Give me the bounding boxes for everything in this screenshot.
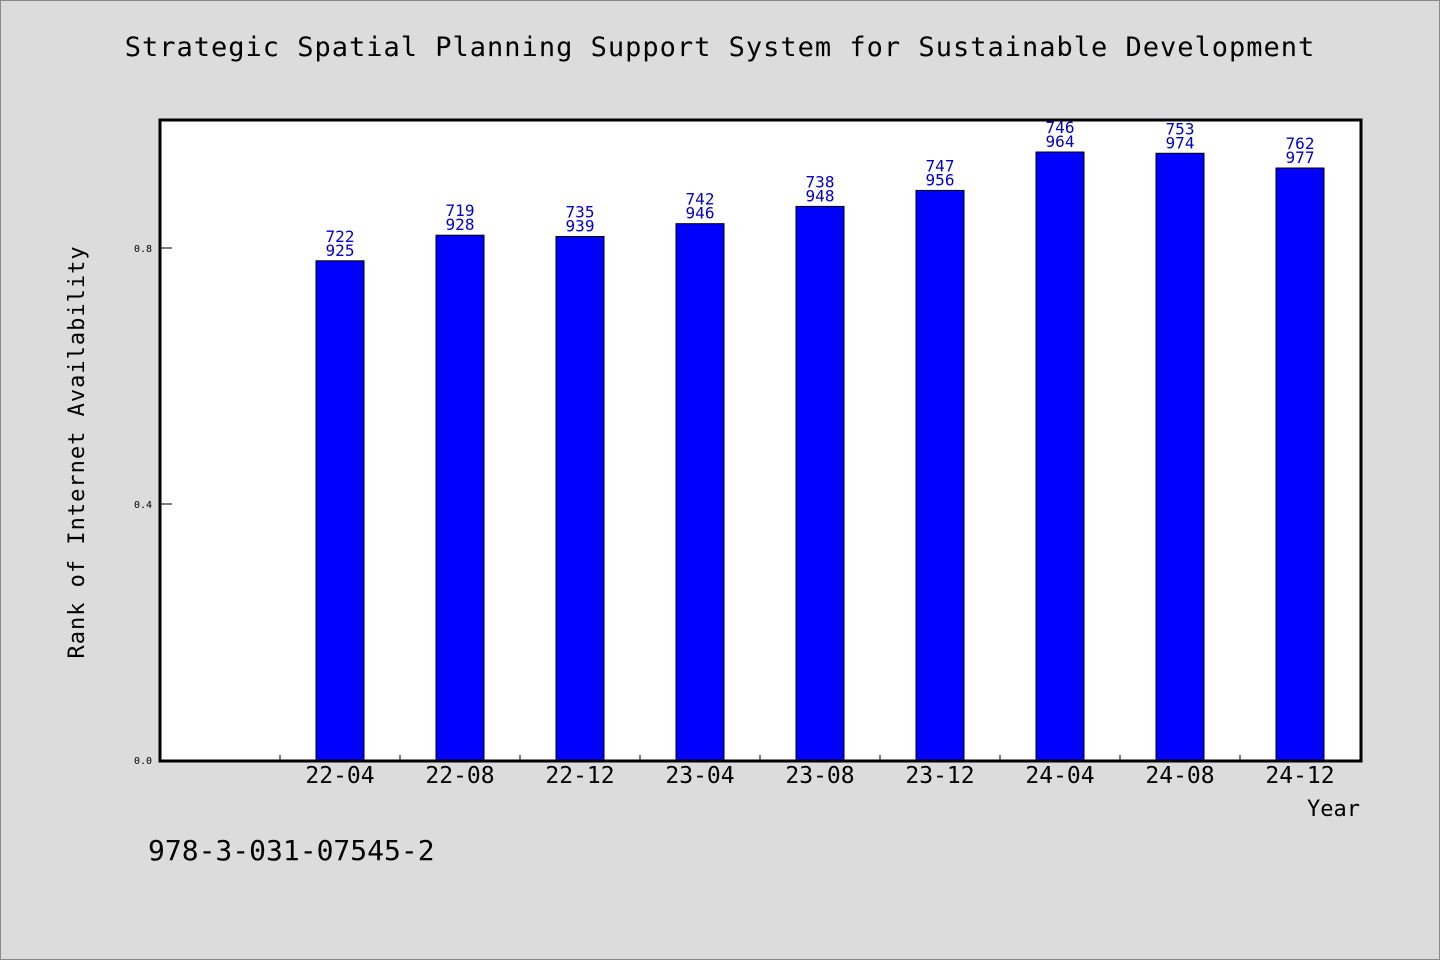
bar [675,223,725,761]
bar-label-top: 719 [446,201,475,220]
x-tick-label: 22-04 [305,763,374,789]
y-tick-label: 0.8 [134,244,152,255]
x-tick-label: 24-12 [1265,763,1334,789]
bar-label-top: 753 [1166,119,1195,138]
isbn-code: 978-3-031-07545-2 [148,834,435,867]
x-tick-label: 24-04 [1025,763,1094,789]
bar-label-top: 738 [806,172,835,191]
x-tick-label: 24-08 [1145,763,1214,789]
bars-group [315,151,1325,761]
bar-label-top: 735 [566,202,595,221]
bar-label-bottom: 948 [806,186,835,205]
bar-label-bottom: 939 [566,216,595,235]
bar-label-bottom: 946 [686,204,715,223]
bar-label-top: 722 [326,227,355,246]
bar-label-bottom: 964 [1046,132,1075,151]
axis-ticks [160,247,1241,761]
x-tick-label: 22-08 [425,763,494,789]
y-tick-labels: 0.0 0.4 0.8 [134,244,152,767]
y-tick-label: 0.4 [134,500,152,511]
bar [1155,152,1205,761]
bar-label-bottom: 956 [926,170,955,189]
chart-title: Strategic Spatial Planning Support Syste… [124,32,1316,63]
x-tick-label: 23-04 [665,763,734,789]
bar [555,235,605,761]
x-tick-labels: 22-04 22-08 22-12 23-04 23-08 23-12 24-04 24-08… [305,763,1334,789]
bar-label-top: 762 [1286,134,1315,153]
bar-label-bottom: 928 [446,215,475,234]
bar [435,234,485,761]
bar-label-top: 746 [1046,118,1075,137]
bar [795,205,845,761]
x-axis-label: Year [1307,797,1360,822]
bar-label-bottom: 977 [1286,148,1315,167]
bar-label-bottom: 925 [326,241,355,260]
bar-label-top: 742 [686,190,715,209]
y-axis-label: Rank of Internet Availability [65,245,90,658]
bar [915,189,965,761]
x-tick-label: 22-12 [545,763,614,789]
x-tick-label: 23-12 [905,763,974,789]
bar-label-top: 747 [926,156,955,175]
bar [1275,167,1325,761]
bar-labels-group: 7229257199287359397429467389487479567469… [326,118,1315,260]
bar-label-bottom: 974 [1166,133,1195,152]
y-tick-label: 0.0 [134,756,152,767]
bar [315,260,365,761]
bar [1035,151,1085,761]
x-tick-label: 23-08 [785,763,854,789]
